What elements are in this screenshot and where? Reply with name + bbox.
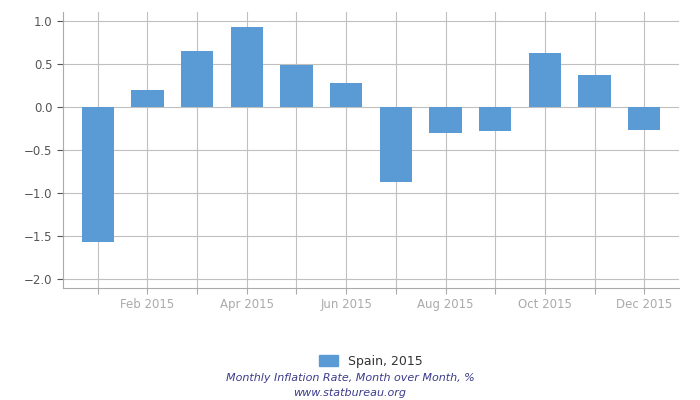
Text: www.statbureau.org: www.statbureau.org	[293, 388, 407, 398]
Legend: Spain, 2015: Spain, 2015	[314, 350, 428, 373]
Bar	[231, 27, 263, 107]
Bar	[628, 107, 660, 130]
Bar	[528, 52, 561, 107]
Bar	[379, 107, 412, 182]
Bar	[181, 51, 214, 107]
Text: Monthly Inflation Rate, Month over Month, %: Monthly Inflation Rate, Month over Month…	[225, 373, 475, 383]
Bar	[82, 107, 114, 242]
Bar	[330, 83, 363, 107]
Bar	[578, 75, 610, 107]
Bar	[280, 66, 313, 107]
Bar	[132, 90, 164, 107]
Bar	[479, 107, 511, 131]
Bar	[429, 107, 462, 133]
